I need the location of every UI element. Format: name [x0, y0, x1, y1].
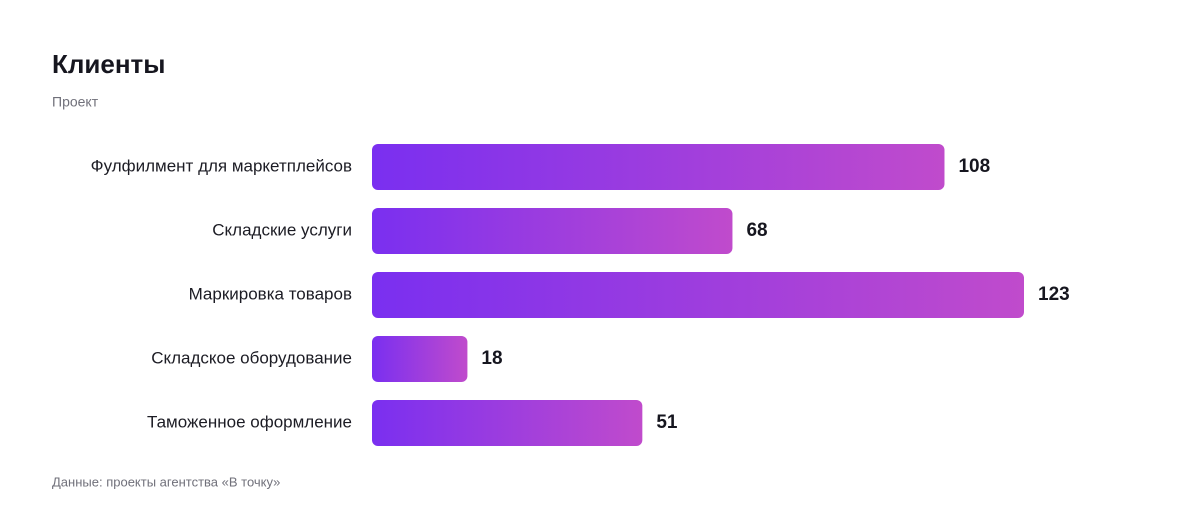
bar — [372, 208, 733, 254]
value-label: 18 — [481, 348, 502, 369]
bar — [372, 144, 945, 190]
value-label: 51 — [656, 412, 678, 433]
bar — [372, 336, 468, 382]
source-note: Данные: проекты агентства «В точку» — [52, 474, 280, 489]
bar — [372, 400, 643, 446]
category-label: Складские услуги — [212, 220, 352, 239]
chart-title: Клиенты — [52, 49, 165, 79]
bar — [372, 272, 1024, 318]
chart-subtitle: Проект — [52, 94, 99, 110]
value-label: 108 — [958, 156, 990, 177]
value-label: 123 — [1038, 284, 1070, 305]
value-label: 68 — [746, 220, 767, 241]
category-label: Складское оборудование — [151, 348, 352, 367]
category-label: Фулфилмент для маркетплейсов — [91, 156, 352, 175]
category-label: Таможенное оформление — [147, 412, 352, 431]
category-label: Маркировка товаров — [189, 284, 352, 303]
